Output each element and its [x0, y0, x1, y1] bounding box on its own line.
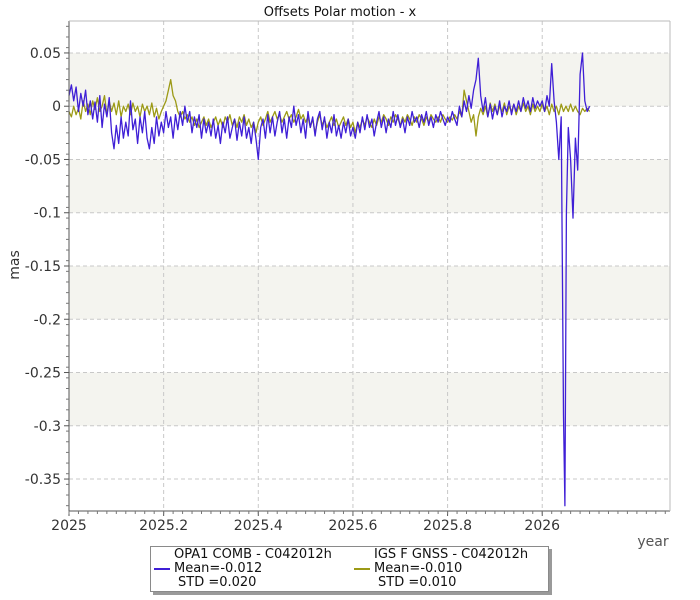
axes: 0.05 0 -0.05 -0.1 -0.15 -0.2 -0.25 -0.3 -0.35 202… [25, 20, 671, 534]
y-tick-label: -0.05 [25, 152, 61, 168]
legend-swatch [354, 568, 370, 570]
x-tick-label: 2025.8 [423, 518, 472, 534]
x-tick-label: 2025.6 [328, 518, 377, 534]
y-tick-label: 0.05 [30, 46, 61, 62]
y-tick-label: -0.3 [34, 419, 61, 435]
x-tick-label: 2025.4 [234, 518, 283, 534]
legend-swatch [154, 568, 170, 570]
legend-mean: Mean=-0.012 [174, 561, 263, 576]
series-lines [68, 52, 591, 507]
y-tick-label: -0.35 [25, 472, 61, 488]
legend-std: STD =0.010 [378, 575, 457, 590]
legend-entry-igs: IGS F GNSS - C042012h Mean=-0.010 STD =0… [354, 548, 528, 590]
y-axis-label: mas [7, 250, 23, 280]
legend-entry-opa1: OPA1 COMB - C042012h Mean=-0.012 STD =0.… [154, 548, 332, 590]
shaded-band [69, 159, 670, 213]
x-tick-label: 2025.2 [139, 518, 188, 534]
chart-title: Offsets Polar motion - x [264, 5, 417, 20]
y-tick-label: -0.2 [34, 312, 61, 328]
y-tick-label: 0 [52, 99, 61, 115]
legend-series-name: IGS F GNSS - C042012h [374, 547, 529, 562]
chart-legend: OPA1 COMB - C042012h Mean=-0.012 STD =0.… [150, 546, 549, 592]
shaded-band [69, 52, 670, 107]
legend-series-name: OPA1 COMB - C042012h [174, 547, 332, 562]
shaded-band [69, 266, 670, 320]
y-tick-label: -0.1 [34, 206, 61, 222]
series-line-opa1 [68, 52, 591, 507]
x-tick-label: 2025 [51, 518, 87, 534]
y-tick-label: -0.25 [25, 366, 61, 382]
legend-mean: Mean=-0.010 [374, 561, 463, 576]
shaded-band [69, 372, 670, 426]
x-tick-label: 2026 [524, 518, 560, 534]
x-axis-label: year [637, 534, 668, 550]
y-tick-label: -0.15 [25, 259, 61, 275]
legend-std: STD =0.020 [178, 575, 257, 590]
